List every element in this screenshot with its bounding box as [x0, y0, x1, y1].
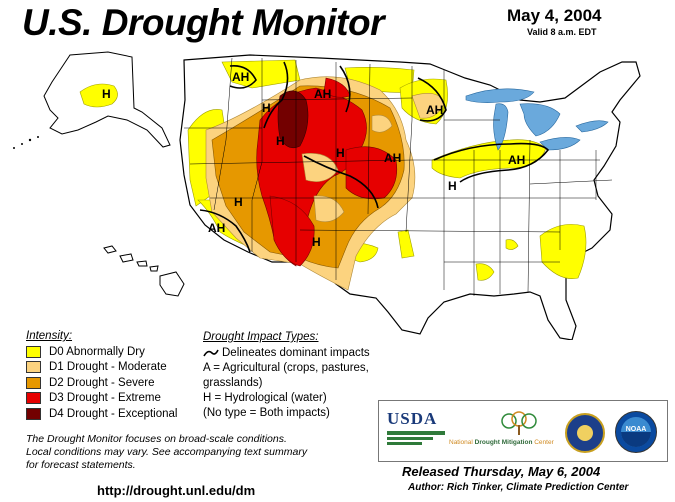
usda-logo-text: USDA	[387, 409, 438, 428]
label-h-alaska: H	[102, 87, 111, 101]
label-ah-minnesota: AH	[426, 103, 443, 117]
label-ah-montana-west: AH	[232, 70, 249, 84]
usda-logo-bar-1	[387, 431, 445, 435]
note-line-3: for forecast statements.	[26, 459, 136, 471]
commerce-seal-center	[577, 425, 593, 441]
disclaimer-note: The Drought Monitor focuses on broad-sca…	[26, 433, 376, 472]
ndmc-logo: National Drought Mitigation Center	[449, 411, 569, 455]
impact-line-icon	[203, 349, 219, 357]
impact-text-delineates: Delineates dominant impacts	[222, 347, 370, 359]
label-ah-ohio-valley: AH	[508, 153, 525, 167]
drought-areas	[187, 59, 587, 291]
impact-text-grasslands: grasslands)	[203, 377, 263, 389]
legend-item-d1: D1 Drought - Moderate	[26, 360, 201, 376]
ndmc-prefix: National	[449, 439, 475, 446]
legend-item-d2: D2 Drought - Severe	[26, 375, 201, 391]
usda-logo-bar-3	[387, 442, 422, 445]
legend-label-d3: D3 Drought - Extreme	[49, 392, 161, 405]
legend-item-d4: D4 Drought - Exceptional	[26, 406, 201, 422]
legend-label-d1: D1 Drought - Moderate	[49, 361, 167, 374]
hawaii	[103, 245, 185, 297]
commerce-seal-icon	[565, 413, 605, 453]
noaa-logo-ground	[621, 432, 651, 447]
impact-text-agricultural: A = Agricultural (crops, pastures,	[203, 362, 369, 374]
label-ah-nebraska: AH	[384, 151, 401, 165]
map-title: U.S. Drought Monitor	[22, 2, 385, 43]
label-h-plains: H	[336, 146, 345, 160]
ndmc-tree-icon	[501, 411, 537, 435]
legend-swatch-d0	[26, 345, 41, 358]
legend-heading: Intensity:	[26, 330, 73, 342]
legend-label-d4: D4 Drought - Exceptional	[49, 407, 178, 420]
noaa-logo-text: NOAA	[625, 426, 647, 433]
release-date: Released Thursday, May 6, 2004	[402, 464, 601, 479]
note-line-1: The Drought Monitor focuses on broad-sca…	[26, 433, 287, 445]
website-link[interactable]: http://drought.unl.edu/dm	[97, 483, 256, 498]
great-lakes	[465, 88, 609, 151]
partner-logos: USDA National Drought Mitigation Center …	[378, 400, 668, 462]
usda-logo: USDA	[387, 409, 445, 449]
legend-label-d0: D0 Abnormally Dry	[49, 345, 145, 358]
label-ah-california: AH	[208, 221, 225, 235]
legend-label-d2: D2 Drought - Severe	[49, 376, 155, 389]
ndmc-suffix: Center	[532, 439, 554, 446]
impact-boundaries	[199, 61, 550, 253]
legend-swatch-d1	[26, 361, 41, 374]
label-h-idaho: H	[262, 101, 271, 115]
label-h-wyoming: H	[276, 134, 285, 148]
drought-map: AH H H AH AH H H AH AH H H AH H	[13, 51, 641, 340]
impact-line-delineates: Delineates dominant impacts	[203, 346, 393, 361]
alaska-d0-area	[79, 83, 118, 108]
legend-swatch-d4	[26, 407, 41, 420]
legend-swatch-d3	[26, 392, 41, 405]
usda-logo-bar-2	[387, 437, 434, 440]
intensity-legend: Intensity: D0 Abnormally Dry D1 Drought …	[26, 330, 201, 422]
label-h-missouri: H	[448, 179, 457, 193]
impact-labels: AH H H AH AH H H AH AH H H AH H	[102, 70, 525, 249]
noaa-logo: NOAA	[615, 411, 657, 453]
legend-item-d0: D0 Abnormally Dry	[26, 344, 201, 360]
alaska	[13, 51, 171, 149]
map-date: May 4, 2004	[507, 6, 602, 25]
legend-item-d3: D3 Drought - Extreme	[26, 391, 201, 407]
impact-heading: Drought Impact Types:	[203, 331, 319, 343]
ndmc-name: Drought Mitigation	[474, 439, 533, 446]
note-line-2: Local conditions may vary. See accompany…	[26, 446, 308, 458]
label-h-nevada: H	[234, 195, 243, 209]
valid-time: Valid 8 a.m. EDT	[527, 27, 597, 37]
ndmc-caption: National Drought Mitigation Center	[449, 439, 554, 446]
legend-swatch-d2	[26, 376, 41, 389]
label-ah-montana-east: AH	[314, 87, 331, 101]
author-credit: Author: Rich Tinker, Climate Prediction …	[408, 482, 629, 493]
label-h-new-mexico: H	[312, 235, 321, 249]
impact-text-hydrological: H = Hydrological (water)	[203, 392, 327, 404]
impact-text-both: (No type = Both impacts)	[203, 407, 330, 419]
impact-types: Drought Impact Types: Delineates dominan…	[203, 330, 393, 421]
